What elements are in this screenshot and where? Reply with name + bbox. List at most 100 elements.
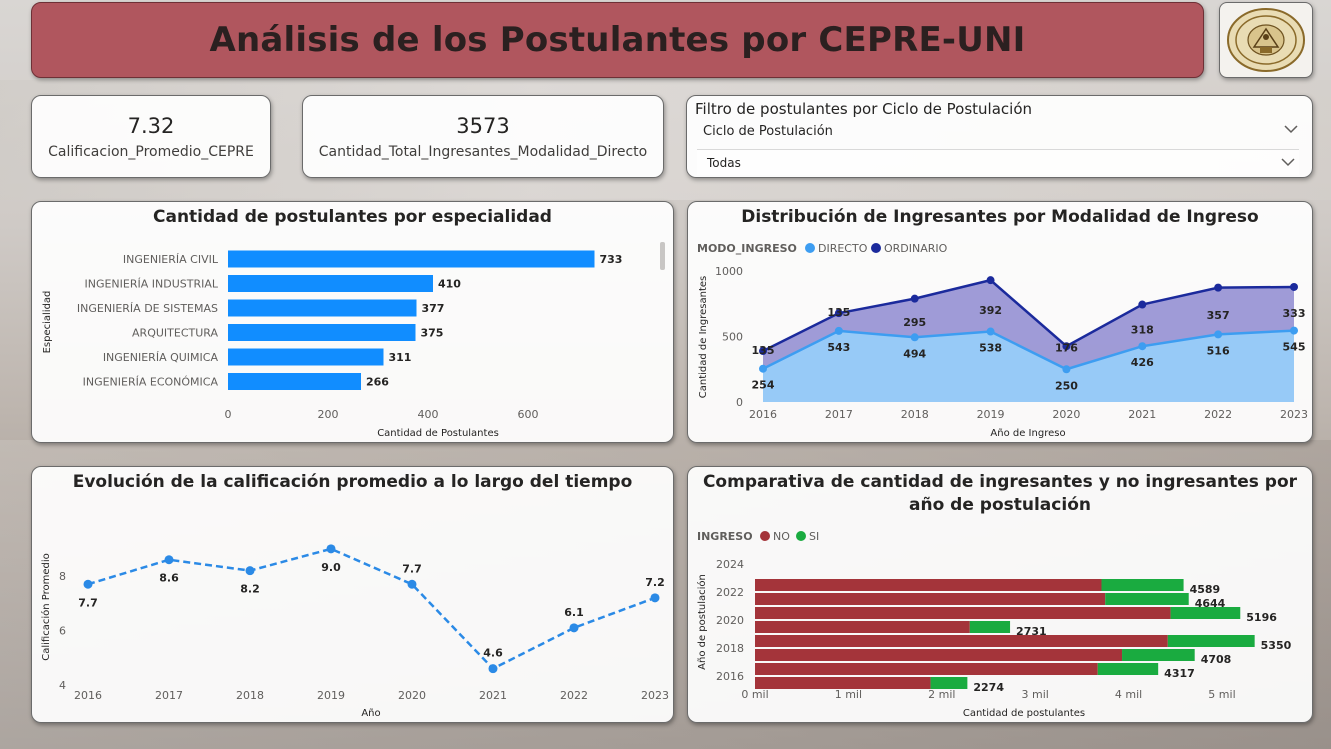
- ordinario-point: [1062, 342, 1071, 351]
- category-label: ARQUITECTURA: [132, 327, 218, 340]
- directo-point: [986, 327, 995, 336]
- legend-label: ORDINARIO: [884, 242, 948, 255]
- grade-point: [407, 579, 417, 589]
- chart-title: Distribución de Ingresantes por Modalida…: [741, 207, 1259, 227]
- no-bar: [755, 607, 1171, 619]
- y-axis-label: Año de postulación: [696, 574, 708, 670]
- x-tick-label: 2017: [825, 408, 853, 421]
- grade-point: [569, 623, 579, 633]
- category-label: INGENIERÍA ECONÓMICA: [83, 376, 219, 389]
- x-tick-label: 2023: [641, 689, 669, 702]
- si-bar: [1105, 593, 1189, 605]
- directo-point: [1290, 326, 1298, 335]
- bar: [228, 348, 384, 366]
- ordinario-point: [834, 309, 843, 318]
- x-tick-label: 2016: [74, 689, 102, 702]
- y-tick-label: 1000: [715, 265, 743, 278]
- data-label: 733: [600, 253, 623, 266]
- kpi-card-average-grade: 7.32 Calificacion_Promedio_CEPRE: [31, 95, 271, 178]
- chart-title: Evolución de la calificación promedio a …: [72, 472, 633, 492]
- directo-point: [1138, 342, 1147, 351]
- ordinario-data-label: 392: [979, 304, 1002, 317]
- data-label: 377: [422, 302, 445, 315]
- filter-field-label[interactable]: Ciclo de Postulación: [703, 124, 833, 139]
- kpi-card-total-direct-admits: 3573 Cantidad_Total_Ingresantes_Modalida…: [302, 95, 664, 178]
- x-tick-label: 2020: [1052, 408, 1080, 421]
- si-bar: [1097, 663, 1159, 675]
- y-axis-label: Especialidad: [42, 291, 53, 354]
- grade-line: [87, 547, 656, 671]
- admit-stacked-bar-chart[interactable]: INGRESO NO SI 2024 4589 2022 4644 5196 2020 2731 5…: [688, 467, 1312, 722]
- data-label: 410: [438, 278, 461, 291]
- grade-point: [245, 566, 255, 576]
- y-tick-label: 500: [722, 331, 743, 344]
- dashboard-title: Análisis de los Postulantes por CEPRE-UN…: [209, 20, 1026, 60]
- total-label: 4708: [1201, 653, 1232, 666]
- directo-data-label: 426: [1131, 356, 1154, 369]
- ordinario-point: [1138, 300, 1147, 309]
- x-tick-label: 0: [225, 408, 232, 421]
- x-tick-label: 2020: [398, 689, 426, 702]
- data-label: 8.6: [159, 572, 179, 585]
- x-tick-label: 2018: [901, 408, 929, 421]
- bar: [228, 324, 416, 341]
- legend-marker: [871, 243, 881, 253]
- x-tick-label: 2022: [1204, 408, 1232, 421]
- x-axis-label: Cantidad de postulantes: [963, 708, 1085, 719]
- si-bar: [1167, 635, 1255, 647]
- x-axis-label: Año: [361, 708, 380, 719]
- cycle-dropdown[interactable]: Todas: [697, 149, 1299, 175]
- data-label: 8.2: [240, 583, 260, 596]
- y-tick-label: 2016: [716, 670, 744, 683]
- scrollbar: [660, 242, 665, 270]
- chevron-down-icon[interactable]: [1284, 123, 1298, 138]
- directo-data-label: 250: [1055, 379, 1078, 392]
- x-tick-label: 4 mil: [1115, 688, 1142, 701]
- ordinario-data-label: 135: [752, 344, 775, 357]
- si-bar: [1170, 607, 1241, 619]
- chart-title: Cantidad de postulantes por especialidad: [153, 207, 552, 227]
- x-tick-label: 2016: [749, 408, 777, 421]
- bar: [228, 250, 595, 268]
- specialty-chart-card: Cantidad de postulantes por especialidad…: [31, 201, 674, 443]
- x-axis-label: Cantidad de Postulantes: [377, 428, 499, 439]
- chevron-down-icon[interactable]: [1281, 156, 1295, 171]
- y-tick-label: 2018: [716, 642, 744, 655]
- kpi-label: Calificacion_Promedio_CEPRE: [48, 143, 254, 160]
- total-label: 5350: [1261, 639, 1292, 652]
- total-label: 4644: [1195, 597, 1226, 610]
- legend-label: DIRECTO: [818, 242, 868, 255]
- directo-data-label: 494: [903, 347, 926, 360]
- y-tick-label: 8: [59, 570, 66, 583]
- data-label: 266: [366, 376, 389, 389]
- grade-point: [83, 579, 93, 589]
- x-tick-label: 2023: [1280, 408, 1308, 421]
- x-tick-label: 2022: [560, 689, 588, 702]
- modality-area-chart[interactable]: MODO_INGRESO DIRECTO ORDINARIO 0 500 1000 135 2…: [688, 202, 1312, 442]
- x-tick-label: 2019: [977, 408, 1005, 421]
- y-tick-label: 4: [59, 679, 66, 692]
- grade-line-chart[interactable]: 4 6 8 7.7 2016 8.6 2017 8.2 2018 9.0 2019 7.7 2020 4.…: [32, 467, 673, 722]
- specialty-bar-chart[interactable]: INGENIERÍA CIVIL 733 INGENIERÍA INDUSTRIAL…: [32, 202, 673, 442]
- grade-point: [488, 664, 498, 674]
- si-bar: [969, 621, 1011, 633]
- no-bar: [755, 579, 1102, 591]
- ordinario-point: [759, 347, 767, 356]
- si-bar: [1122, 649, 1195, 661]
- directo-data-label: 516: [1207, 344, 1230, 357]
- directo-line: [762, 329, 1295, 371]
- directo-data-label: 543: [827, 341, 850, 354]
- ordinario-data-label: 176: [1055, 342, 1078, 355]
- x-tick-label: 0 mil: [741, 688, 768, 701]
- ordinario-point: [1290, 282, 1298, 291]
- legend-marker: [796, 531, 806, 541]
- y-tick-label: 2024: [716, 558, 744, 571]
- directo-data-label: 254: [752, 379, 775, 392]
- directo-point: [910, 333, 919, 342]
- category-label: INGENIERÍA QUIMICA: [103, 351, 219, 364]
- chart-title: Comparativa de cantidad de ingresantes y…: [702, 472, 1298, 515]
- ordinario-data-label: 318: [1131, 323, 1154, 336]
- directo-point: [1214, 330, 1223, 339]
- ordinario-data-label: 333: [1283, 307, 1306, 320]
- x-tick-label: 400: [418, 408, 439, 421]
